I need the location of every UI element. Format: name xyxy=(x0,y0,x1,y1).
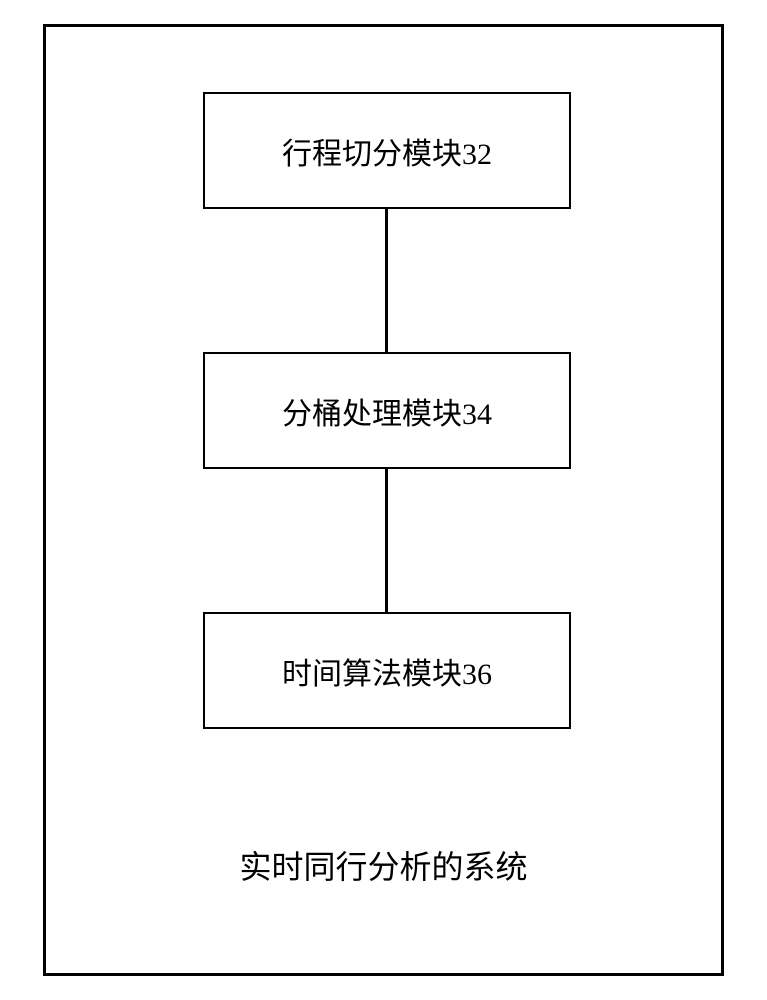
flowchart-node-2: 分桶处理模块34 xyxy=(203,352,571,469)
flowchart-node-1: 行程切分模块32 xyxy=(203,92,571,209)
diagram-container: 行程切分模块32 分桶处理模块34 时间算法模块36 实时同行分析的系统 xyxy=(46,27,721,973)
diagram-outer-frame: 行程切分模块32 分桶处理模块34 时间算法模块36 实时同行分析的系统 xyxy=(43,24,724,976)
flowchart-node-3: 时间算法模块36 xyxy=(203,612,571,729)
node-label-1: 行程切分模块32 xyxy=(282,129,492,173)
node-label-2: 分桶处理模块34 xyxy=(282,389,492,433)
caption-text: 实时同行分析的系统 xyxy=(239,849,527,885)
node-label-3: 时间算法模块36 xyxy=(282,649,492,693)
diagram-caption: 实时同行分析的系统 xyxy=(46,842,721,888)
connector-edge-1 xyxy=(385,209,388,352)
connector-edge-2 xyxy=(385,469,388,612)
